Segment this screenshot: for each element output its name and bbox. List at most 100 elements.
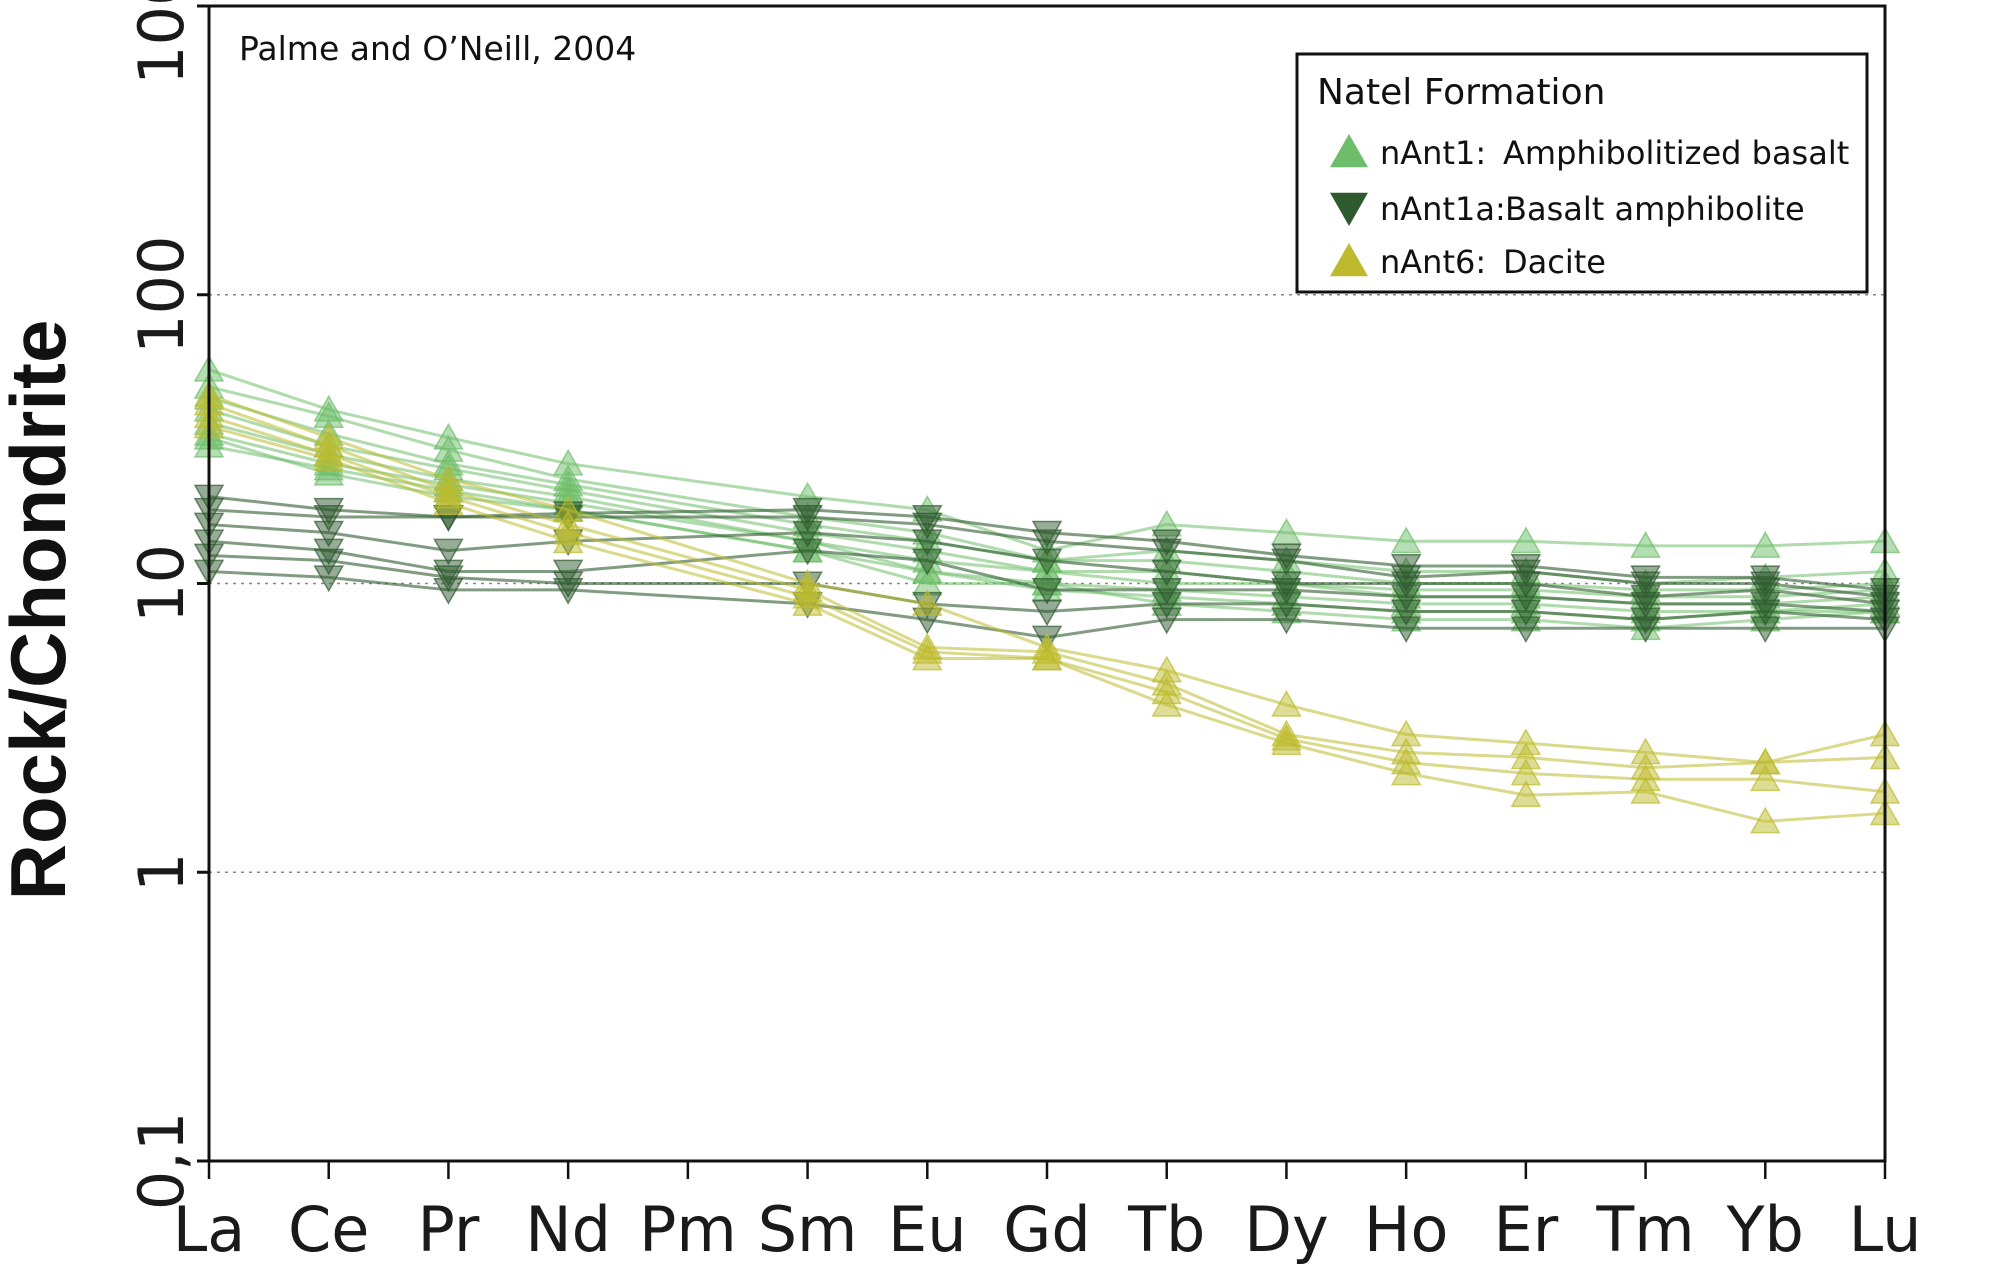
data-point-marker	[1749, 764, 1781, 792]
y-tick-label: 10	[125, 544, 198, 623]
x-tick-label-ho: Ho	[1364, 1193, 1449, 1264]
x-tick-label-lu: Lu	[1849, 1193, 1922, 1264]
data-point-marker	[1031, 643, 1063, 671]
x-tick-label-tm: Tm	[1595, 1193, 1694, 1264]
data-point-marker	[1271, 591, 1302, 619]
data-point-marker	[1630, 776, 1661, 804]
data-point-marker	[911, 589, 943, 616]
x-tick-label-la: La	[173, 1193, 246, 1264]
data-point-marker	[1630, 531, 1661, 558]
legend-series-name: nAnt1a:	[1380, 190, 1506, 228]
data-point-marker	[1749, 599, 1781, 627]
axes: 1000 100 10 1 0,1La Ce Pr Nd Pm Sm Eu Gd Tb Dy Ho Er Tm Y…	[125, 0, 1921, 1264]
sample-line	[208, 432, 1886, 613]
x-tick-label-tb: Tb	[1127, 1193, 1205, 1264]
sample-line	[208, 523, 1886, 606]
legend-title: Natel Formation	[1317, 72, 1605, 113]
data-point-marker	[1749, 806, 1781, 834]
data-point-marker	[1390, 571, 1422, 599]
data-point-marker	[1749, 531, 1781, 558]
data-point-marker	[1031, 548, 1063, 576]
legend-series-desc: Basalt amphibolite	[1505, 190, 1805, 228]
data-point-marker	[313, 548, 345, 576]
data-point-marker	[1390, 526, 1422, 554]
data-point-marker	[792, 589, 823, 616]
data-point-marker	[792, 538, 823, 566]
x-tick-label-nd: Nd	[525, 1193, 611, 1264]
reference-annotation: Palme and O’Neill, 2004	[239, 29, 636, 68]
data-point-marker	[1271, 607, 1302, 635]
data-point-marker	[1510, 571, 1542, 599]
y-tick-label: 1	[125, 853, 198, 892]
series-nant6	[193, 380, 1901, 834]
data-point-marker	[552, 526, 584, 554]
data-point-marker	[1510, 616, 1542, 644]
data-point-marker	[1031, 577, 1063, 605]
legend: Natel Formation nAnt1: Amphibolitized bas…	[1295, 52, 1869, 294]
y-tick-label: 0,1	[125, 1112, 198, 1211]
data-point-marker	[1510, 584, 1542, 612]
legend-series-name: nAnt6:	[1380, 243, 1486, 281]
legend-marker-icon	[1330, 192, 1368, 227]
sample-line	[208, 402, 1886, 770]
data-point-marker	[1390, 599, 1422, 627]
y-tick-label: 100	[125, 236, 198, 354]
data-point-marker	[313, 505, 345, 532]
data-point-marker	[1151, 591, 1183, 619]
sample-line	[208, 393, 1886, 764]
data-point-marker	[1271, 728, 1302, 756]
data-point-marker	[1031, 599, 1063, 627]
sample-line	[208, 570, 1885, 640]
data-point-marker	[313, 520, 345, 548]
data-point-marker	[313, 458, 345, 486]
series-layer	[193, 354, 1901, 834]
x-tick-label-pr: Pr	[418, 1193, 480, 1264]
y-tick-label: 1000	[125, 0, 198, 85]
sample-line	[208, 554, 1886, 622]
x-tick-label-ce: Ce	[288, 1193, 369, 1264]
data-point-marker	[433, 538, 464, 566]
legend-marker-icon	[1330, 133, 1368, 168]
x-tick-label-yb: Yb	[1726, 1193, 1804, 1264]
data-point-marker	[1510, 599, 1542, 627]
sample-line	[208, 396, 1886, 592]
sample-line	[208, 539, 1886, 613]
data-point-marker	[1630, 616, 1661, 644]
data-point-marker	[1630, 591, 1661, 619]
data-point-marker	[792, 520, 823, 548]
data-point-marker	[1510, 780, 1542, 808]
data-point-marker	[1031, 529, 1063, 557]
x-tick-label-gd: Gd	[1003, 1193, 1090, 1264]
x-tick-label-eu: Eu	[888, 1193, 966, 1264]
data-point-marker	[911, 548, 943, 576]
data-point-marker	[1271, 690, 1302, 717]
data-point-marker	[911, 529, 943, 557]
legend-series-desc: Dacite	[1503, 243, 1606, 281]
data-point-marker	[433, 577, 464, 605]
data-point-marker	[313, 444, 345, 471]
x-tick-label-er: Er	[1494, 1193, 1559, 1264]
data-point-marker	[1510, 526, 1542, 554]
legend-series-desc: Amphibolitized basalt	[1503, 134, 1849, 172]
data-point-marker	[911, 512, 943, 540]
data-point-marker	[1630, 571, 1661, 599]
data-point-marker	[1151, 538, 1183, 566]
data-point-marker	[1749, 616, 1781, 644]
data-point-marker	[1390, 758, 1422, 786]
legend-box	[1295, 52, 1869, 294]
data-point-marker	[1271, 548, 1302, 576]
x-tick-label-sm: Sm	[758, 1193, 858, 1264]
y-axis-label: Rock/Chondrite	[0, 320, 82, 901]
x-tick-label-pm: Pm	[639, 1193, 737, 1264]
legend-series-name: nAnt1:	[1380, 134, 1486, 172]
data-point-marker	[1390, 616, 1422, 644]
data-point-marker	[1749, 577, 1781, 605]
data-point-marker	[1151, 559, 1183, 587]
data-point-marker	[552, 577, 584, 605]
data-point-marker	[313, 565, 345, 593]
data-point-marker	[1151, 690, 1183, 717]
sample-line	[208, 414, 1886, 794]
data-point-marker	[433, 488, 464, 515]
x-tick-label-dy: Dy	[1244, 1193, 1328, 1264]
